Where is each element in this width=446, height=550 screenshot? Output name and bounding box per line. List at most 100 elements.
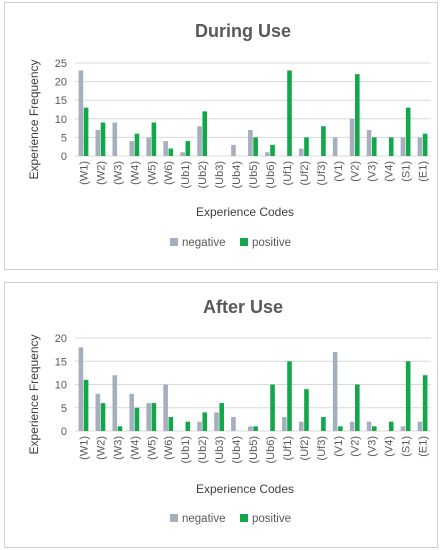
bar-negative-ub2 (197, 421, 202, 431)
x-tick-label: (S1) (401, 436, 413, 457)
bar-negative-uf2 (298, 148, 304, 156)
bar-negative-v3 (366, 421, 372, 431)
bar-positive-w6 (168, 148, 174, 156)
x-tick-label: (Ub2) (197, 436, 209, 464)
x-tick-label: (S1) (401, 161, 413, 182)
bar-positive-w5 (151, 122, 157, 156)
y-tick-label: 15 (55, 356, 67, 368)
bar-negative-w1 (78, 70, 84, 156)
x-tick-label: (W6) (163, 436, 175, 460)
x-tick-label: (W3) (112, 161, 124, 185)
x-tick-label: (Ub5) (248, 436, 260, 464)
bar-positive-w6 (168, 417, 174, 431)
bar-positive-uf2 (304, 137, 309, 156)
y-tick-label: 5 (61, 132, 67, 144)
y-tick-label: 25 (55, 58, 67, 70)
bar-negative-w5 (146, 403, 151, 431)
bar-negative-ub1 (180, 152, 185, 156)
bar-negative-v1 (332, 351, 338, 431)
bar-negative-v1 (332, 137, 338, 156)
x-tick-label: (Ub5) (248, 161, 260, 189)
legend-swatch-positive (240, 238, 248, 246)
x-tick-label: (V1) (333, 161, 345, 182)
bar-positive-ub2 (202, 412, 208, 431)
x-tick-label: (Ub1) (180, 436, 192, 464)
bar-negative-ub4 (231, 144, 236, 156)
bar-negative-v3 (366, 129, 372, 156)
x-tick-label: (W5) (146, 161, 158, 185)
x-axis-title: Experience Codes (196, 482, 294, 496)
bar-positive-v1 (338, 426, 343, 431)
bar-positive-ub1 (185, 141, 191, 156)
x-tick-label: (E1) (418, 436, 430, 457)
bar-negative-uf2 (298, 421, 304, 431)
y-axis-title: Experience Frequency (27, 334, 41, 454)
chart-title: After Use (203, 297, 283, 317)
y-tick-label: 0 (61, 151, 67, 163)
chart-title: During Use (195, 21, 291, 41)
bar-positive-uf2 (304, 389, 309, 431)
y-tick-label: 20 (55, 77, 67, 89)
x-tick-label: (Uf1) (282, 161, 294, 185)
bar-positive-w4 (134, 407, 140, 431)
x-tick-label: (Ub6) (265, 161, 277, 189)
x-tick-label: (Uf3) (316, 436, 328, 460)
x-tick-label: (W2) (95, 161, 107, 185)
bar-negative-ub3 (214, 412, 219, 431)
x-tick-label: (W5) (146, 436, 158, 460)
bar-positive-w4 (134, 133, 140, 156)
bar-positive-uf3 (321, 126, 326, 156)
bar-negative-v2 (349, 118, 355, 156)
x-tick-label: (E1) (418, 161, 430, 182)
bar-negative-w3 (112, 122, 118, 156)
x-tick-label: (V2) (350, 161, 362, 182)
x-tick-label: (W2) (95, 436, 107, 460)
bar-negative-ub2 (197, 126, 202, 156)
y-tick-label: 20 (55, 333, 67, 345)
legend-swatch-negative (170, 514, 178, 522)
bar-negative-w5 (146, 137, 151, 156)
bar-negative-e1 (417, 137, 423, 156)
x-tick-label: (Ub6) (265, 436, 277, 464)
bar-positive-ub2 (202, 111, 208, 156)
bar-positive-v3 (371, 137, 377, 156)
x-tick-label: (Uf3) (316, 161, 328, 185)
bar-negative-w4 (129, 141, 135, 156)
x-tick-label: (Ub3) (214, 436, 226, 464)
x-tick-label: (Uf1) (282, 436, 294, 460)
bar-positive-v4 (388, 137, 394, 156)
x-tick-label: (Ub4) (231, 436, 243, 464)
x-tick-label: (W4) (129, 436, 141, 460)
bar-negative-s1 (400, 426, 406, 431)
bar-positive-uf1 (287, 70, 292, 156)
bar-negative-ub5 (248, 129, 253, 156)
x-axis-title: Experience Codes (196, 205, 294, 219)
x-tick-label: (W1) (78, 161, 90, 185)
bar-positive-ub6 (270, 144, 275, 156)
bar-negative-ub6 (265, 152, 270, 156)
legend-label-negative: negative (182, 513, 225, 525)
x-tick-label: (W6) (163, 161, 175, 185)
y-tick-label: 0 (61, 426, 67, 438)
bar-negative-v2 (349, 421, 355, 431)
bar-positive-v3 (371, 426, 377, 431)
bar-positive-v2 (355, 384, 360, 431)
bar-negative-w2 (95, 129, 101, 156)
x-tick-label: (V1) (333, 436, 345, 457)
bar-negative-w6 (163, 141, 168, 156)
y-tick-label: 10 (55, 380, 67, 392)
x-tick-label: (Ub2) (197, 161, 209, 189)
x-tick-label: (Uf2) (299, 161, 311, 185)
bar-positive-w2 (100, 122, 106, 156)
bar-positive-v2 (355, 74, 360, 156)
bar-negative-w4 (129, 393, 135, 431)
bar-positive-w1 (83, 107, 89, 156)
bar-negative-w6 (163, 384, 168, 431)
bar-negative-ub4 (231, 417, 236, 431)
y-tick-label: 10 (55, 114, 67, 126)
y-tick-label: 15 (55, 95, 67, 107)
bar-positive-w3 (117, 426, 123, 431)
x-tick-label: (V3) (367, 161, 379, 182)
x-tick-label: (Ub3) (214, 161, 226, 189)
bar-negative-w1 (78, 347, 84, 431)
